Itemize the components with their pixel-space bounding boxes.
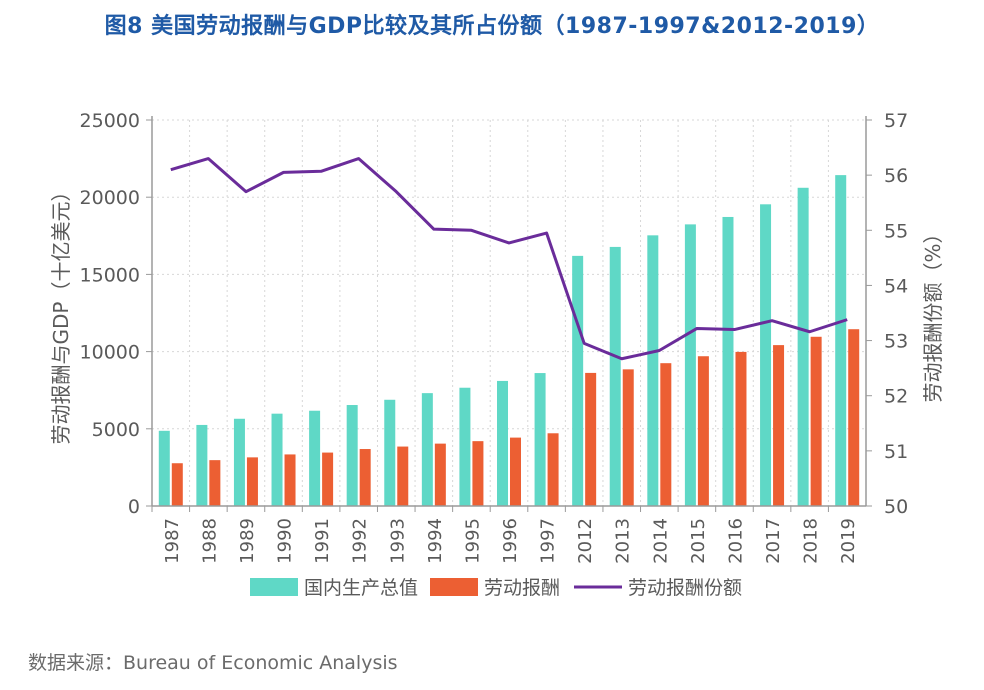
bar-gdp [271,413,283,506]
bar-gdp [534,373,546,506]
y-tick-label: 25000 [80,110,140,132]
y-tick-label: 5000 [92,419,140,441]
bar-gdp [309,410,321,506]
y2-tick-label: 52 [884,386,908,408]
legend-label-gdp: 国内生产总值 [304,577,418,599]
bar-compensation [848,329,860,506]
share-line-series [170,157,848,361]
bar-gdp [760,204,772,506]
x-tick-label: 1995 [462,518,483,564]
y-tick-label: 20000 [80,187,140,209]
x-tick-label: 2014 [650,518,671,564]
x-tick-label: 1994 [425,518,446,564]
legend-swatch-compensation [430,578,478,596]
bar-compensation [810,336,822,506]
x-tick-label: 1992 [350,518,371,564]
combo-chart: 0 5000 10000 15000 20000 25000 50 51 52 53 54 55 56 5… [49,110,945,599]
y2-tick-label: 54 [884,275,908,297]
bar-gdp [797,187,809,506]
x-tick-label: 1991 [312,518,333,564]
x-tick-label: 2019 [838,518,859,564]
y-axis-label: 劳动报酬与GDP（十亿美元） [49,182,73,445]
line-share [170,157,848,361]
axes: 0 5000 10000 15000 20000 25000 50 51 52 53 54 55 56 5… [49,110,945,564]
bar-gdp [384,399,396,506]
bar-compensation [171,463,183,506]
y2-axis-label: 劳动报酬份额（%） [921,223,945,402]
bar-gdp [233,418,245,506]
x-tick-label: 2013 [613,518,634,564]
x-tick-label: 2018 [801,518,822,564]
bar-gdp [572,255,584,506]
bar-series [158,175,860,507]
x-tick-label: 2015 [688,518,709,564]
bar-compensation [547,433,559,506]
x-tick-label: 1988 [199,518,220,564]
bar-gdp [609,246,621,506]
bar-gdp [459,387,471,506]
bar-compensation [660,363,672,506]
bar-gdp [684,224,696,507]
y2-tick-label: 55 [884,220,908,242]
x-tick-label: 2016 [725,518,746,564]
y-tick-label: 15000 [80,264,140,286]
bar-compensation [735,351,747,506]
bar-gdp [722,216,734,506]
legend-label-share: 劳动报酬份额 [628,577,742,599]
bar-compensation [472,441,484,506]
bar-compensation [510,437,521,506]
x-tick-label: 1987 [162,518,183,564]
x-tick-label: 2017 [763,518,784,564]
bar-gdp [346,405,358,506]
x-tick-label: 1996 [500,518,521,564]
bar-compensation [246,457,258,506]
bar-compensation [697,356,709,506]
chart-title: 图8 美国劳动报酬与GDP比较及其所占份额（1987-1997&2012-201… [104,14,880,39]
x-tick-label: 2012 [575,518,596,564]
bar-compensation [773,345,785,506]
x-tick-label: 1997 [538,518,559,564]
bar-compensation [284,454,296,506]
x-tick-label: 1989 [237,518,258,564]
y2-tick-label: 50 [884,496,908,518]
source-note: 数据来源：Bureau of Economic Analysis [28,652,398,674]
bar-gdp [647,235,659,507]
bar-compensation [397,446,409,506]
bar-gdp [497,380,508,506]
grid-lines [152,119,866,506]
x-tick-label: 1990 [275,518,296,564]
y2-tick-label: 57 [884,110,908,132]
bar-gdp [196,424,208,506]
bar-compensation [322,452,334,506]
x-tick-label: 1993 [387,518,408,564]
legend-label-compensation: 劳动报酬 [484,577,560,599]
bar-compensation [209,460,221,506]
legend: 国内生产总值 劳动报酬 劳动报酬份额 [250,577,742,599]
y2-tick-label: 56 [884,165,908,187]
y-tick-label: 10000 [80,342,140,364]
y2-tick-label: 53 [884,331,908,353]
bar-gdp [421,393,433,506]
legend-swatch-gdp [250,578,298,596]
bar-compensation [622,369,634,506]
y-tick-label: 0 [128,496,140,518]
bar-compensation [359,449,371,506]
bar-compensation [434,443,446,506]
bar-gdp [158,430,170,506]
bar-compensation [585,372,597,506]
bar-gdp [835,175,847,507]
y2-tick-label: 51 [884,441,908,463]
